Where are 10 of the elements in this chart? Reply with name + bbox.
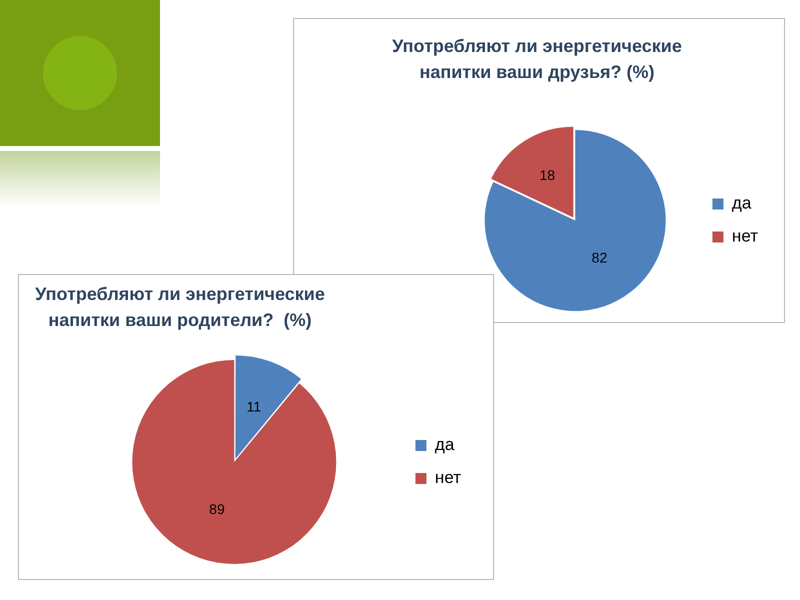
legend-label: нет: [434, 468, 462, 488]
data-label: 18: [539, 167, 556, 184]
data-label: 89: [209, 500, 225, 517]
data-label: 82: [592, 250, 608, 266]
legend-label: да: [732, 194, 752, 213]
chart-title: Употребляют ли энергетические напитки ваши друзья? (%): [391, 35, 683, 84]
legend-label: да: [434, 435, 455, 454]
chart-title: Употребляют ли энергетические напитки ваши родители? (%): [34, 283, 326, 332]
legend-label: нет: [732, 226, 758, 246]
data-label: 11: [246, 398, 262, 414]
